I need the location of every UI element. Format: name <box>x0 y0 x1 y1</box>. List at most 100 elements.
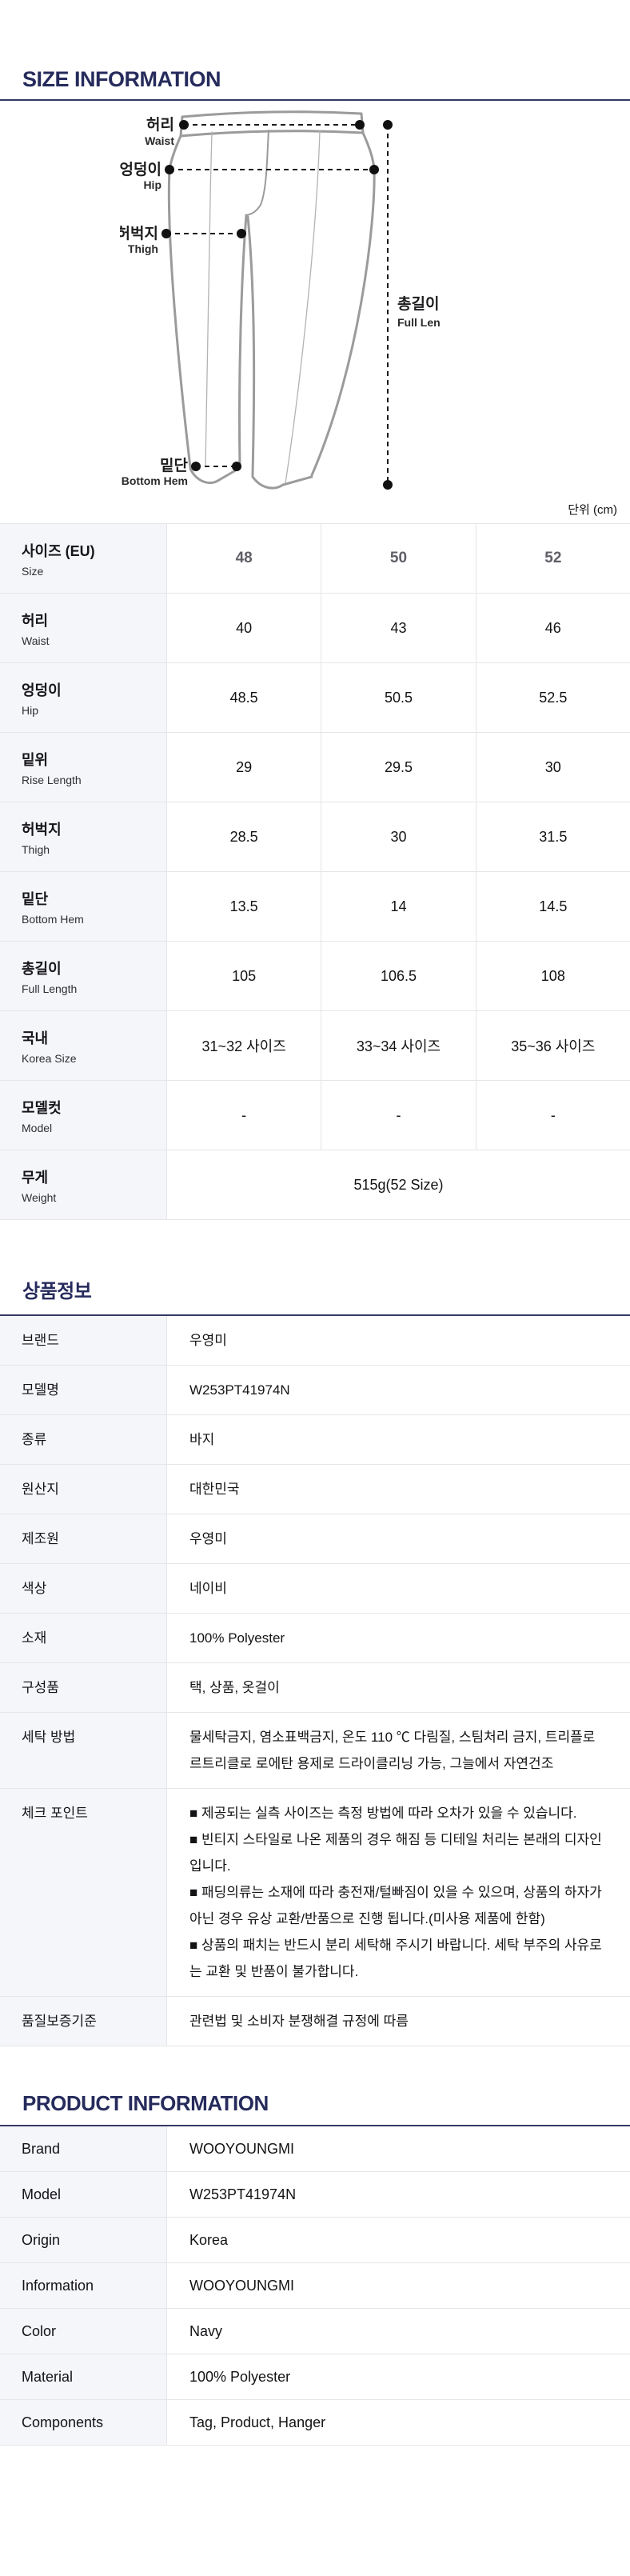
size-value: 52 <box>544 550 562 566</box>
size-row-label-ko: 밑위 <box>22 751 49 768</box>
size-value: 14 <box>321 872 476 941</box>
size-row-label-en: Rise Length <box>22 773 82 786</box>
info-row: Information WOOYOUNGMI <box>0 2263 630 2309</box>
checkpoint-item: ■ 패딩의류는 소재에 따라 충전재/털빠짐이 있을 수 있으며, 상품의 하자… <box>189 1885 602 1926</box>
size-value: 30 <box>544 758 561 775</box>
info-label: Information <box>0 2263 167 2308</box>
size-value: 30 <box>321 802 476 871</box>
section-divider <box>0 1314 630 1316</box>
section-divider <box>0 2125 630 2126</box>
size-value: 13.5 <box>167 872 322 941</box>
size-row-label-ko: 엉덩이 <box>22 682 62 698</box>
size-table-row: 허리 Waist 40 43 46 <box>0 594 630 663</box>
size-table-row: 밑단 Bottom Hem 13.5 14 14.5 <box>0 872 630 942</box>
info-label: 색상 <box>0 1564 167 1613</box>
info-value: 택, 상품, 옷걸이 <box>189 1680 280 1695</box>
size-value: 35~36 사이즈 <box>511 1038 596 1054</box>
info-row-warranty: 품질보증기준 관련법 및 소비자 분쟁해결 규정에 따름 <box>0 1997 630 2046</box>
info-value: Korea <box>189 2232 229 2248</box>
size-row-label-en: Size <box>22 564 44 578</box>
info-label: 브랜드 <box>0 1316 167 1365</box>
size-value: 105 <box>167 942 322 1010</box>
pants-diagram-svg: 허리 Waist 엉덩이 Hip 허벅지 Thigh 총길이 Full Leng… <box>120 110 440 490</box>
checkpoint-item: ■ 상품의 패치는 반드시 분리 세탁해 주시기 바랍니다. 세탁 부주의 사유… <box>189 1938 602 1979</box>
hip-label-en: Hip <box>143 178 161 191</box>
size-information-title: SIZE INFORMATION <box>22 67 221 91</box>
info-value: 우영미 <box>189 1333 227 1348</box>
size-value: - <box>167 1081 322 1150</box>
info-label: 세탁 방법 <box>0 1713 167 1788</box>
info-label: Model <box>0 2172 167 2217</box>
checkpoint-list: ■ 제공되는 실측 사이즈는 측정 방법에 따라 오차가 있을 수 있습니다. … <box>167 1789 630 1996</box>
info-row-washing: 세탁 방법 물세탁금지, 염소표백금지, 온도 110 ℃ 다림질, 스팀처리 … <box>0 1713 630 1789</box>
info-value: 100% Polyester <box>189 1630 285 1646</box>
size-value: 40 <box>167 594 322 662</box>
size-table: 사이즈 (EU) Size 48 50 52 허리 Waist 40 43 46… <box>0 523 630 1220</box>
info-label: Brand <box>0 2126 167 2171</box>
product-info-ko-title: 상품정보 <box>22 1281 92 1302</box>
size-row-label: 허리 Waist <box>0 594 167 662</box>
size-row-label: 밑위 Rise Length <box>0 733 167 802</box>
info-value: 네이비 <box>189 1581 227 1596</box>
pants-measurement-diagram: 허리 Waist 엉덩이 Hip 허벅지 Thigh 총길이 Full Leng… <box>0 104 630 493</box>
size-row-label-en: Bottom Hem <box>22 912 84 926</box>
info-label: 원산지 <box>0 1465 167 1514</box>
full-length-label-en: Full Length <box>397 316 440 329</box>
size-row-label: 국내 Korea Size <box>0 1011 167 1080</box>
size-value: 29 <box>167 733 322 802</box>
size-value: 31.5 <box>539 828 568 845</box>
size-row-label: 무게 Weight <box>0 1150 167 1219</box>
info-label: 제조원 <box>0 1514 167 1563</box>
size-row-label-ko: 허벅지 <box>22 821 62 838</box>
size-table-row: 총길이 Full Length 105 106.5 108 <box>0 942 630 1011</box>
product-info-ko-table: 브랜드 우영미 모델명 W253PT41974N 종류 바지 원산지 대한민국 … <box>0 1316 630 2046</box>
size-value: 106.5 <box>321 942 476 1010</box>
size-value: 50 <box>321 524 476 593</box>
size-row-label-ko: 총길이 <box>22 960 62 977</box>
size-row-label: 허벅지 Thigh <box>0 802 167 871</box>
info-row: Brand WOOYOUNGMI <box>0 2126 630 2172</box>
size-table-row: 모델컷 Model - - - <box>0 1081 630 1150</box>
info-value: WOOYOUNGMI <box>189 2141 294 2157</box>
weight-value: 515g(52 Size) <box>353 1176 444 1193</box>
section-divider <box>0 99 630 101</box>
size-value: 46 <box>544 619 561 636</box>
info-value: W253PT41974N <box>189 2186 297 2202</box>
size-table-row: 허벅지 Thigh 28.5 30 31.5 <box>0 802 630 872</box>
info-row: 색상 네이비 <box>0 1564 630 1614</box>
thigh-label-en: Thigh <box>128 242 158 255</box>
info-row: 소재 100% Polyester <box>0 1614 630 1663</box>
waist-label-ko: 허리 <box>146 116 174 134</box>
size-value: 108 <box>540 967 565 984</box>
info-label: 구성품 <box>0 1663 167 1712</box>
info-row: 모델명 W253PT41974N <box>0 1366 630 1415</box>
info-value: 관련법 및 소비자 분쟁해결 규정에 따름 <box>189 2014 409 2029</box>
size-value: 48 <box>167 524 322 593</box>
info-label: Material <box>0 2354 167 2399</box>
unit-note: 단위 (cm) <box>568 503 617 517</box>
size-value: - <box>321 1081 476 1150</box>
size-row-label-ko: 모델컷 <box>22 1099 62 1116</box>
info-value: 물세탁금지, 염소표백금지, 온도 110 ℃ 다림질, 스팀처리 금지, 트리… <box>189 1730 596 1771</box>
info-row: Color Navy <box>0 2309 630 2354</box>
bottom-hem-label-ko: 밑단 <box>160 457 188 474</box>
size-value: 43 <box>321 594 476 662</box>
info-row: Model W253PT41974N <box>0 2172 630 2218</box>
info-label: 품질보증기준 <box>0 1997 167 2046</box>
size-value: 14.5 <box>539 898 568 914</box>
size-row-label: 총길이 Full Length <box>0 942 167 1010</box>
size-row-label: 밑단 Bottom Hem <box>0 872 167 941</box>
info-row: Origin Korea <box>0 2218 630 2263</box>
size-value: 28.5 <box>167 802 322 871</box>
info-label: Color <box>0 2309 167 2354</box>
info-row: 구성품 택, 상품, 옷걸이 <box>0 1663 630 1713</box>
full-length-label-ko: 총길이 <box>397 295 439 313</box>
size-row-label: 엉덩이 Hip <box>0 663 167 732</box>
info-label: 종류 <box>0 1415 167 1464</box>
info-row: 브랜드 우영미 <box>0 1316 630 1366</box>
info-value: W253PT41974N <box>189 1382 290 1398</box>
info-row: 종류 바지 <box>0 1415 630 1465</box>
size-value: 52.5 <box>539 689 568 706</box>
size-row-label-ko: 사이즈 (EU) <box>22 542 95 559</box>
product-info-en-title: PRODUCT INFORMATION <box>22 2091 269 2115</box>
